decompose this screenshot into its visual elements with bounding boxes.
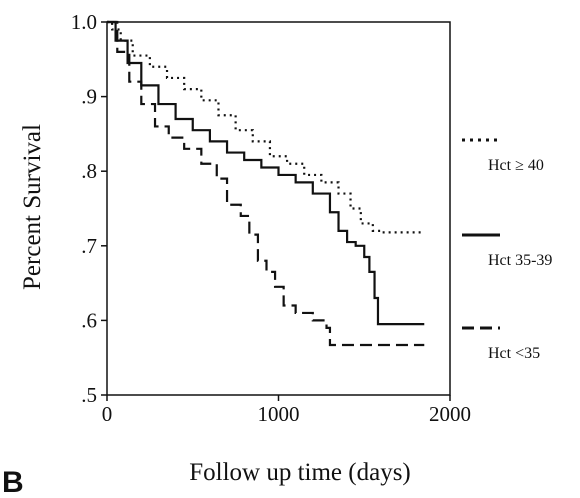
legend-label-1: Hct ≥ 40 xyxy=(488,157,544,174)
y-tick-label: .7 xyxy=(81,234,97,258)
x-tick-label: 0 xyxy=(102,402,113,426)
y-tick-label: .6 xyxy=(81,308,97,332)
x-tick-label: 1000 xyxy=(258,402,300,426)
y-tick-label: .8 xyxy=(81,159,97,183)
x-tick-label: 2000 xyxy=(429,402,471,426)
y-tick-label: 1.0 xyxy=(71,10,97,34)
y-axis-title: Percent Survival xyxy=(19,124,46,290)
x-axis-title: Follow up time (days) xyxy=(189,459,411,486)
y-tick-label: .9 xyxy=(81,85,97,109)
x-axis-ticks: 0 1000 2000 xyxy=(102,395,471,426)
legend-label-2: Hct 35-39 xyxy=(488,252,552,269)
plot-area xyxy=(106,21,451,396)
series-line-1 xyxy=(107,20,425,234)
series-layer xyxy=(107,20,425,347)
plot-frame xyxy=(106,21,451,396)
y-axis-ticks: 1.0 .9 .8 .7 .6 .5 xyxy=(71,10,107,407)
y-tick-label: .5 xyxy=(81,383,97,407)
panel-label: B xyxy=(2,466,24,498)
legend-label-3: Hct <35 xyxy=(488,345,540,362)
legend: Hct ≥ 40 Hct 35-39 Hct <35 xyxy=(462,138,552,362)
series-line-2 xyxy=(107,20,425,326)
series-line-3 xyxy=(107,20,425,347)
